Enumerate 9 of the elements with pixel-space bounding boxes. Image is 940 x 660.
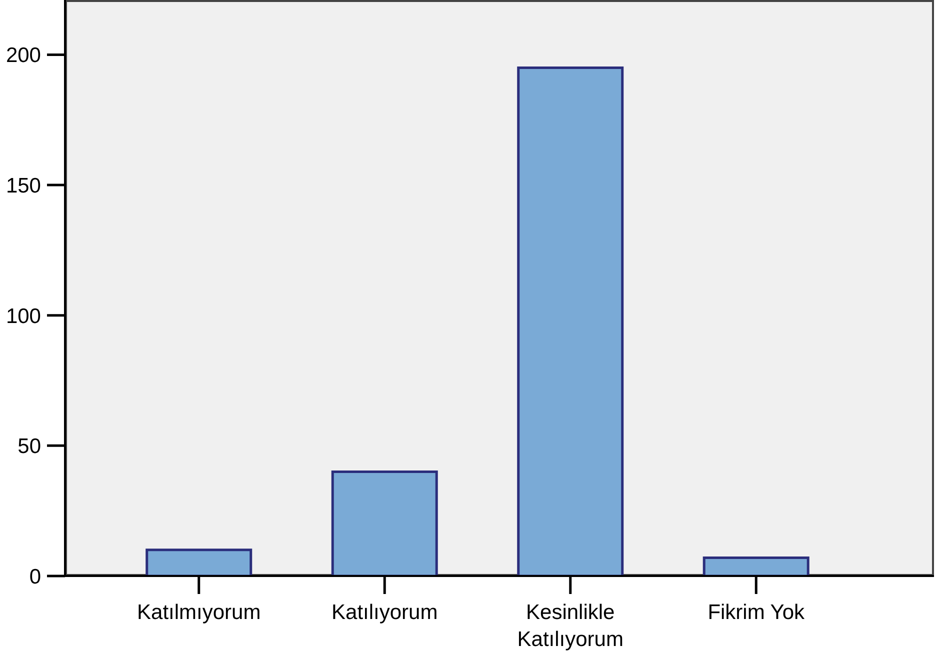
y-tick-label: 50	[18, 435, 41, 458]
y-tick-label: 200	[6, 44, 41, 68]
y-tick-label: 0	[29, 565, 41, 588]
x-tick-label: Katılmıyorum	[137, 600, 261, 624]
x-tick-label: Katılıyorum	[332, 600, 438, 624]
x-tick-label: Kesinlikle Katılıyorum	[517, 600, 624, 651]
y-tick-label: 100	[6, 304, 41, 328]
x-tick-label: Fikrim Yok	[708, 600, 806, 624]
y-tick-label: 150	[6, 174, 41, 198]
